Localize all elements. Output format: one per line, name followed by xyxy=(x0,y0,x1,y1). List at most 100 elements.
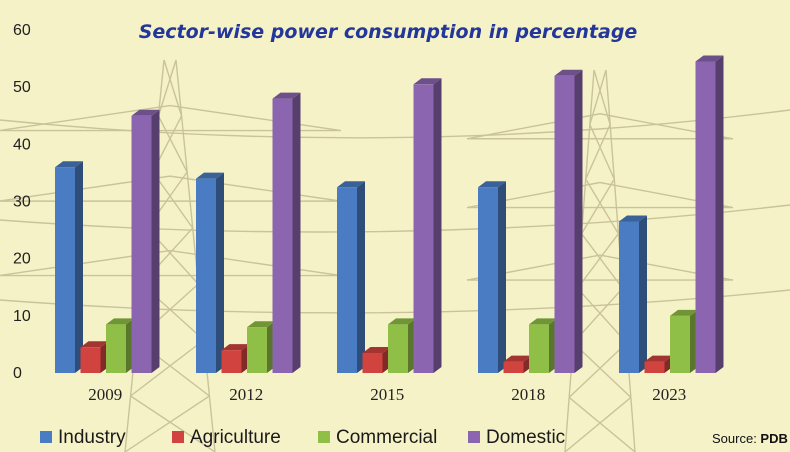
chart-title: Sector-wise power consumption in percent… xyxy=(139,21,638,43)
bar-top-face xyxy=(247,321,275,328)
bar-front-face xyxy=(695,61,716,374)
bar xyxy=(413,78,442,373)
bar-top-face xyxy=(388,318,416,325)
bar-side-face xyxy=(574,69,583,373)
bar xyxy=(644,355,673,373)
bar xyxy=(196,172,224,373)
bar-front-face xyxy=(337,187,357,373)
bar-top-face xyxy=(478,181,506,188)
bar-front-face xyxy=(529,324,549,373)
bar-side-face xyxy=(151,109,160,373)
x-tick-label: 2023 xyxy=(652,385,686,404)
bar xyxy=(619,215,647,373)
bar-front-face xyxy=(247,327,267,373)
bar xyxy=(695,55,724,374)
power-lines xyxy=(0,109,790,314)
bar-front-face xyxy=(478,187,498,373)
bar-front-face xyxy=(80,347,101,373)
bar-top-face xyxy=(619,215,647,222)
y-tick-label: 40 xyxy=(13,136,31,153)
bar-front-face xyxy=(619,221,639,373)
legend: Industry Agriculture Commercial Domestic xyxy=(40,427,565,448)
bar xyxy=(670,309,698,373)
bar-side-face xyxy=(216,172,224,373)
legend-swatch xyxy=(172,431,184,443)
bar-side-face xyxy=(292,92,301,373)
bar-front-face xyxy=(554,75,575,373)
bar-top-face xyxy=(221,344,250,351)
bar xyxy=(272,92,301,373)
bar xyxy=(221,344,250,373)
legend-item: Industry xyxy=(40,427,126,448)
bar-side-face xyxy=(639,215,647,373)
bar-side-face xyxy=(357,181,365,373)
bar-front-face xyxy=(272,98,293,373)
bar xyxy=(55,161,83,373)
bar-top-face xyxy=(272,92,301,99)
bar-top-face xyxy=(106,318,134,325)
legend-swatch xyxy=(468,431,480,443)
bar-top-face xyxy=(196,172,224,179)
bar-front-face xyxy=(131,115,152,373)
bar-front-face xyxy=(196,178,216,373)
legend-swatch xyxy=(318,431,330,443)
bar-top-face xyxy=(131,109,160,116)
y-tick-label: 50 xyxy=(13,79,31,96)
legend-item: Agriculture xyxy=(172,427,281,448)
y-tick-label: 20 xyxy=(13,251,31,268)
legend-item: Domestic xyxy=(468,427,565,448)
legend-label: Domestic xyxy=(486,427,565,448)
bar-top-face xyxy=(80,341,109,348)
bar xyxy=(337,181,365,373)
bar-top-face xyxy=(55,161,83,168)
bar xyxy=(478,181,506,373)
x-tick-label: 2015 xyxy=(370,385,404,404)
y-tick-label: 30 xyxy=(13,194,31,211)
bar-side-face xyxy=(498,181,506,373)
legend-swatch xyxy=(40,431,52,443)
legend-item: Commercial xyxy=(318,427,437,448)
legend-label: Commercial xyxy=(336,427,437,448)
y-axis-ticks: 0 10 20 30 40 50 60 xyxy=(13,22,31,382)
x-tick-label: 2012 xyxy=(229,385,263,404)
bar xyxy=(529,318,557,373)
bar-front-face xyxy=(388,324,408,373)
bar-top-face xyxy=(529,318,557,325)
bar-front-face xyxy=(362,352,383,373)
legend-label: Industry xyxy=(58,427,126,448)
bar-top-face xyxy=(503,355,532,362)
bar-side-face xyxy=(715,55,724,374)
bar-top-face xyxy=(554,69,583,76)
bar xyxy=(362,346,391,373)
bar-top-face xyxy=(337,181,365,188)
bar-front-face xyxy=(106,324,126,373)
bar xyxy=(247,321,275,373)
bar-front-face xyxy=(55,167,75,373)
bar xyxy=(503,355,532,373)
bar-top-face xyxy=(413,78,442,85)
x-axis-labels: 2009 2012 2015 2018 2023 xyxy=(88,385,686,404)
y-tick-label: 60 xyxy=(13,22,31,39)
source-prefix: Source: xyxy=(712,431,760,446)
bar-side-face xyxy=(433,78,442,373)
bar xyxy=(131,109,160,373)
bar-top-face xyxy=(644,355,673,362)
x-tick-label: 2018 xyxy=(511,385,545,404)
bar-top-face xyxy=(362,346,391,353)
source-note: Source: PDB xyxy=(712,431,788,446)
bar-front-face xyxy=(413,84,434,373)
bar-top-face xyxy=(695,55,724,62)
legend-label: Agriculture xyxy=(190,427,281,448)
y-tick-label: 0 xyxy=(13,365,22,382)
bar xyxy=(106,318,134,373)
bar xyxy=(388,318,416,373)
bar-top-face xyxy=(670,309,698,316)
tower-silhouette xyxy=(466,69,734,452)
bar xyxy=(80,341,109,373)
bar-front-face xyxy=(221,350,242,373)
bar-front-face xyxy=(503,361,524,373)
x-tick-label: 2009 xyxy=(88,385,122,404)
bar-side-face xyxy=(75,161,83,373)
